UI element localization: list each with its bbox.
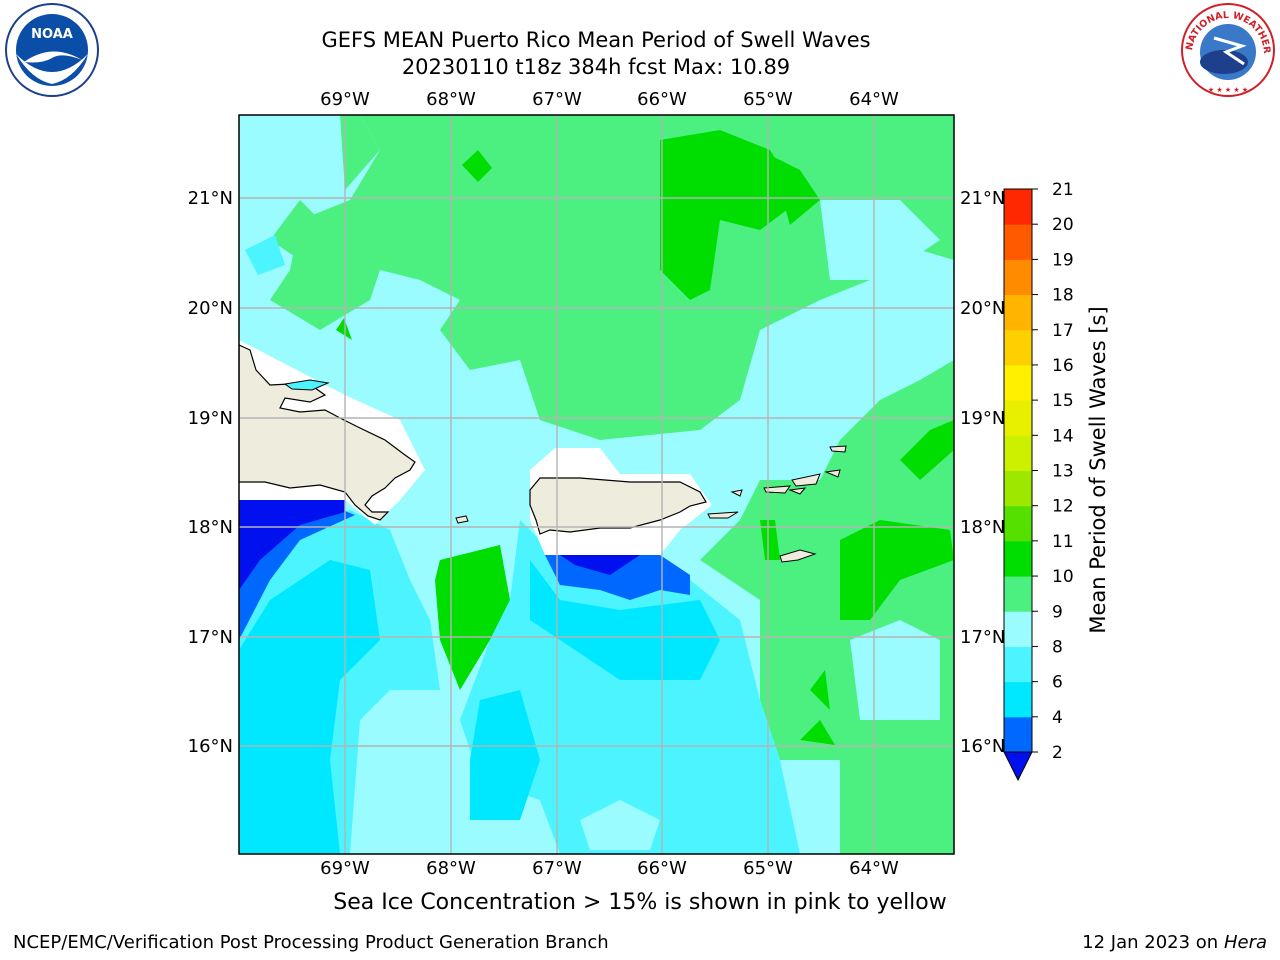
lat-label: 16°N bbox=[960, 736, 1005, 757]
colorbar-segment bbox=[1004, 576, 1032, 612]
lon-label: 65°W bbox=[743, 858, 793, 879]
graticule bbox=[239, 115, 954, 854]
lon-label: 64°W bbox=[849, 858, 899, 879]
colorbar-segment bbox=[1004, 224, 1032, 260]
lon-labels-top: 69°W 68°W 67°W 66°W 65°W 64°W bbox=[320, 89, 899, 110]
colorbar-tick-label: 20 bbox=[1052, 215, 1074, 235]
colorbar-tick-label: 8 bbox=[1052, 637, 1063, 657]
lat-label: 17°N bbox=[960, 627, 1005, 648]
colorbar-segment bbox=[1004, 189, 1032, 225]
lon-labels-bottom: 69°W 68°W 67°W 66°W 65°W 64°W bbox=[320, 858, 899, 879]
lon-label: 66°W bbox=[637, 89, 687, 110]
lat-label: 16°N bbox=[188, 736, 233, 757]
lon-label: 66°W bbox=[637, 858, 687, 879]
lon-label: 68°W bbox=[426, 89, 476, 110]
lat-labels-right: 21°N 20°N 19°N 18°N 17°N 16°N bbox=[960, 188, 1005, 757]
footer-date: 12 Jan 2023 on Hera bbox=[1082, 932, 1267, 953]
colorbar-tick-label: 11 bbox=[1052, 532, 1074, 552]
colorbar-tick-label: 6 bbox=[1052, 673, 1063, 693]
lat-label: 21°N bbox=[188, 188, 233, 209]
noaa-logo: NOAA bbox=[5, 3, 99, 97]
lon-label: 69°W bbox=[320, 858, 370, 879]
lat-label: 19°N bbox=[188, 408, 233, 429]
swell-10-11-region bbox=[660, 130, 800, 300]
colorbar-segment bbox=[1004, 329, 1032, 366]
colorbar-segment bbox=[1004, 400, 1032, 436]
colorbar-segment bbox=[1004, 646, 1032, 683]
colorbar-tick-label: 2 bbox=[1052, 743, 1063, 763]
colorbar-tick-label: 12 bbox=[1052, 497, 1074, 517]
colorbar-tick-label: 19 bbox=[1052, 250, 1074, 270]
footer-host: Hera bbox=[1223, 932, 1267, 953]
swell-below-2-region bbox=[239, 500, 345, 590]
lon-label: 69°W bbox=[320, 89, 370, 110]
footer-date-text: 12 Jan 2023 on bbox=[1082, 932, 1224, 953]
colorbar-segment bbox=[1004, 470, 1032, 507]
nws-logo: NATIONAL WEATHER SERVICE ★ ★ ★ ★ ★ bbox=[1180, 2, 1275, 97]
lon-label: 67°W bbox=[532, 89, 582, 110]
colorbar-tick-label: 10 bbox=[1052, 567, 1074, 587]
colorbar-tick-label: 16 bbox=[1052, 356, 1074, 376]
colorbar-tick-label: 17 bbox=[1052, 321, 1074, 341]
map-frame bbox=[238, 114, 955, 855]
colorbar-tick-label: 18 bbox=[1052, 286, 1074, 306]
noaa-logo-text: NOAA bbox=[31, 27, 73, 42]
lon-label: 68°W bbox=[426, 858, 476, 879]
hispaniola-land bbox=[239, 344, 416, 521]
swell-period-field bbox=[239, 115, 954, 854]
colorbar-tick-label: 9 bbox=[1052, 602, 1063, 622]
colorbar-tick-label: 15 bbox=[1052, 391, 1074, 411]
lat-labels-left: 21°N 20°N 19°N 18°N 17°N 16°N bbox=[188, 188, 233, 757]
colorbar-segment bbox=[1004, 540, 1032, 577]
colorbar-segment bbox=[1004, 294, 1032, 331]
colorbar-tick-label: 14 bbox=[1052, 426, 1074, 446]
lon-label: 67°W bbox=[532, 858, 582, 879]
lat-label: 18°N bbox=[960, 517, 1005, 538]
svg-text:★ ★ ★ ★ ★: ★ ★ ★ ★ ★ bbox=[1208, 86, 1248, 94]
colorbar: 2 4 6 8 9 10 11 12 13 14 15 16 17 18 19 20 21 bbox=[1003, 180, 1074, 782]
chart-subtitle: 20230110 t18z 384h fcst Max: 10.89 bbox=[401, 55, 791, 79]
footer-credit: NCEP/EMC/Verification Post Processing Pr… bbox=[13, 932, 609, 953]
colorbar-tick-label: 4 bbox=[1052, 708, 1063, 728]
colorbar-segment bbox=[1004, 505, 1032, 542]
colorbar-segment bbox=[1004, 611, 1032, 647]
colorbar-tick-label: 21 bbox=[1052, 180, 1074, 200]
colorbar-segment bbox=[1004, 681, 1032, 718]
colorbar-tick-label: 13 bbox=[1052, 462, 1074, 482]
colorbar-segment bbox=[1004, 364, 1032, 401]
lon-label: 64°W bbox=[849, 89, 899, 110]
colorbar-under-arrow bbox=[1003, 751, 1033, 782]
colorbar-segment bbox=[1004, 259, 1032, 296]
lat-label: 20°N bbox=[188, 298, 233, 319]
lat-label: 18°N bbox=[188, 517, 233, 538]
colorbar-segment bbox=[1004, 716, 1032, 753]
lat-label: 20°N bbox=[960, 298, 1005, 319]
lat-label: 21°N bbox=[960, 188, 1005, 209]
colorbar-segment bbox=[1004, 435, 1032, 471]
lon-label: 65°W bbox=[743, 89, 793, 110]
sea-ice-caption: Sea Ice Concentration > 15% is shown in … bbox=[333, 890, 947, 915]
lat-label: 17°N bbox=[188, 627, 233, 648]
lat-label: 19°N bbox=[960, 408, 1005, 429]
colorbar-title: Mean Period of Swell Waves [s] bbox=[1086, 306, 1110, 634]
chart-title: GEFS MEAN Puerto Rico Mean Period of Swe… bbox=[321, 28, 871, 52]
